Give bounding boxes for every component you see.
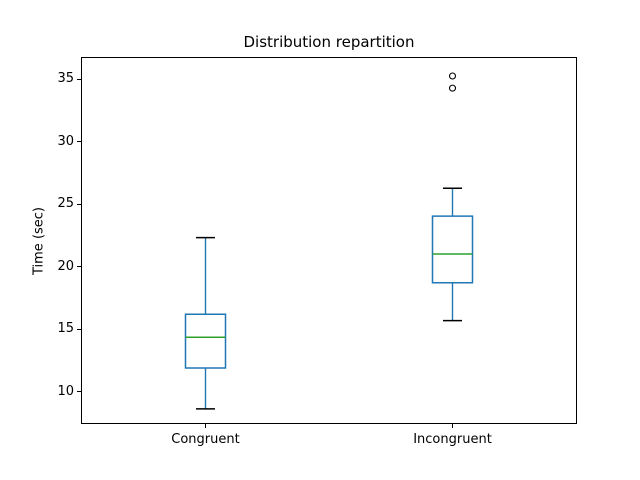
chart-title: Distribution repartition <box>243 33 415 51</box>
y-tick-mark <box>77 266 81 268</box>
x-tick-label-incongruent: Incongruent <box>413 432 492 447</box>
y-tick-label: 10 <box>57 383 74 399</box>
box-incongruent <box>431 215 474 284</box>
boxplot-canvas <box>184 72 474 410</box>
plot-area <box>81 57 577 424</box>
y-tick-label: 25 <box>57 196 74 212</box>
y-tick-mark <box>77 328 81 330</box>
x-tick-label-congruent: Congruent <box>171 432 240 447</box>
y-tick-label: 20 <box>57 258 74 274</box>
box-congruent <box>184 313 227 369</box>
outlier-marker-incongruent <box>448 72 457 80</box>
x-tick-mark <box>452 424 453 428</box>
y-tick-mark <box>77 141 81 143</box>
outlier-marker-incongruent <box>448 84 457 92</box>
y-tick-mark <box>77 203 81 205</box>
y-tick-mark <box>77 391 81 393</box>
y-tick-label: 15 <box>57 321 74 337</box>
x-tick-mark <box>205 424 206 428</box>
y-tick-label: 30 <box>57 133 74 149</box>
y-tick-mark <box>77 78 81 80</box>
y-tick-label: 35 <box>57 71 74 87</box>
